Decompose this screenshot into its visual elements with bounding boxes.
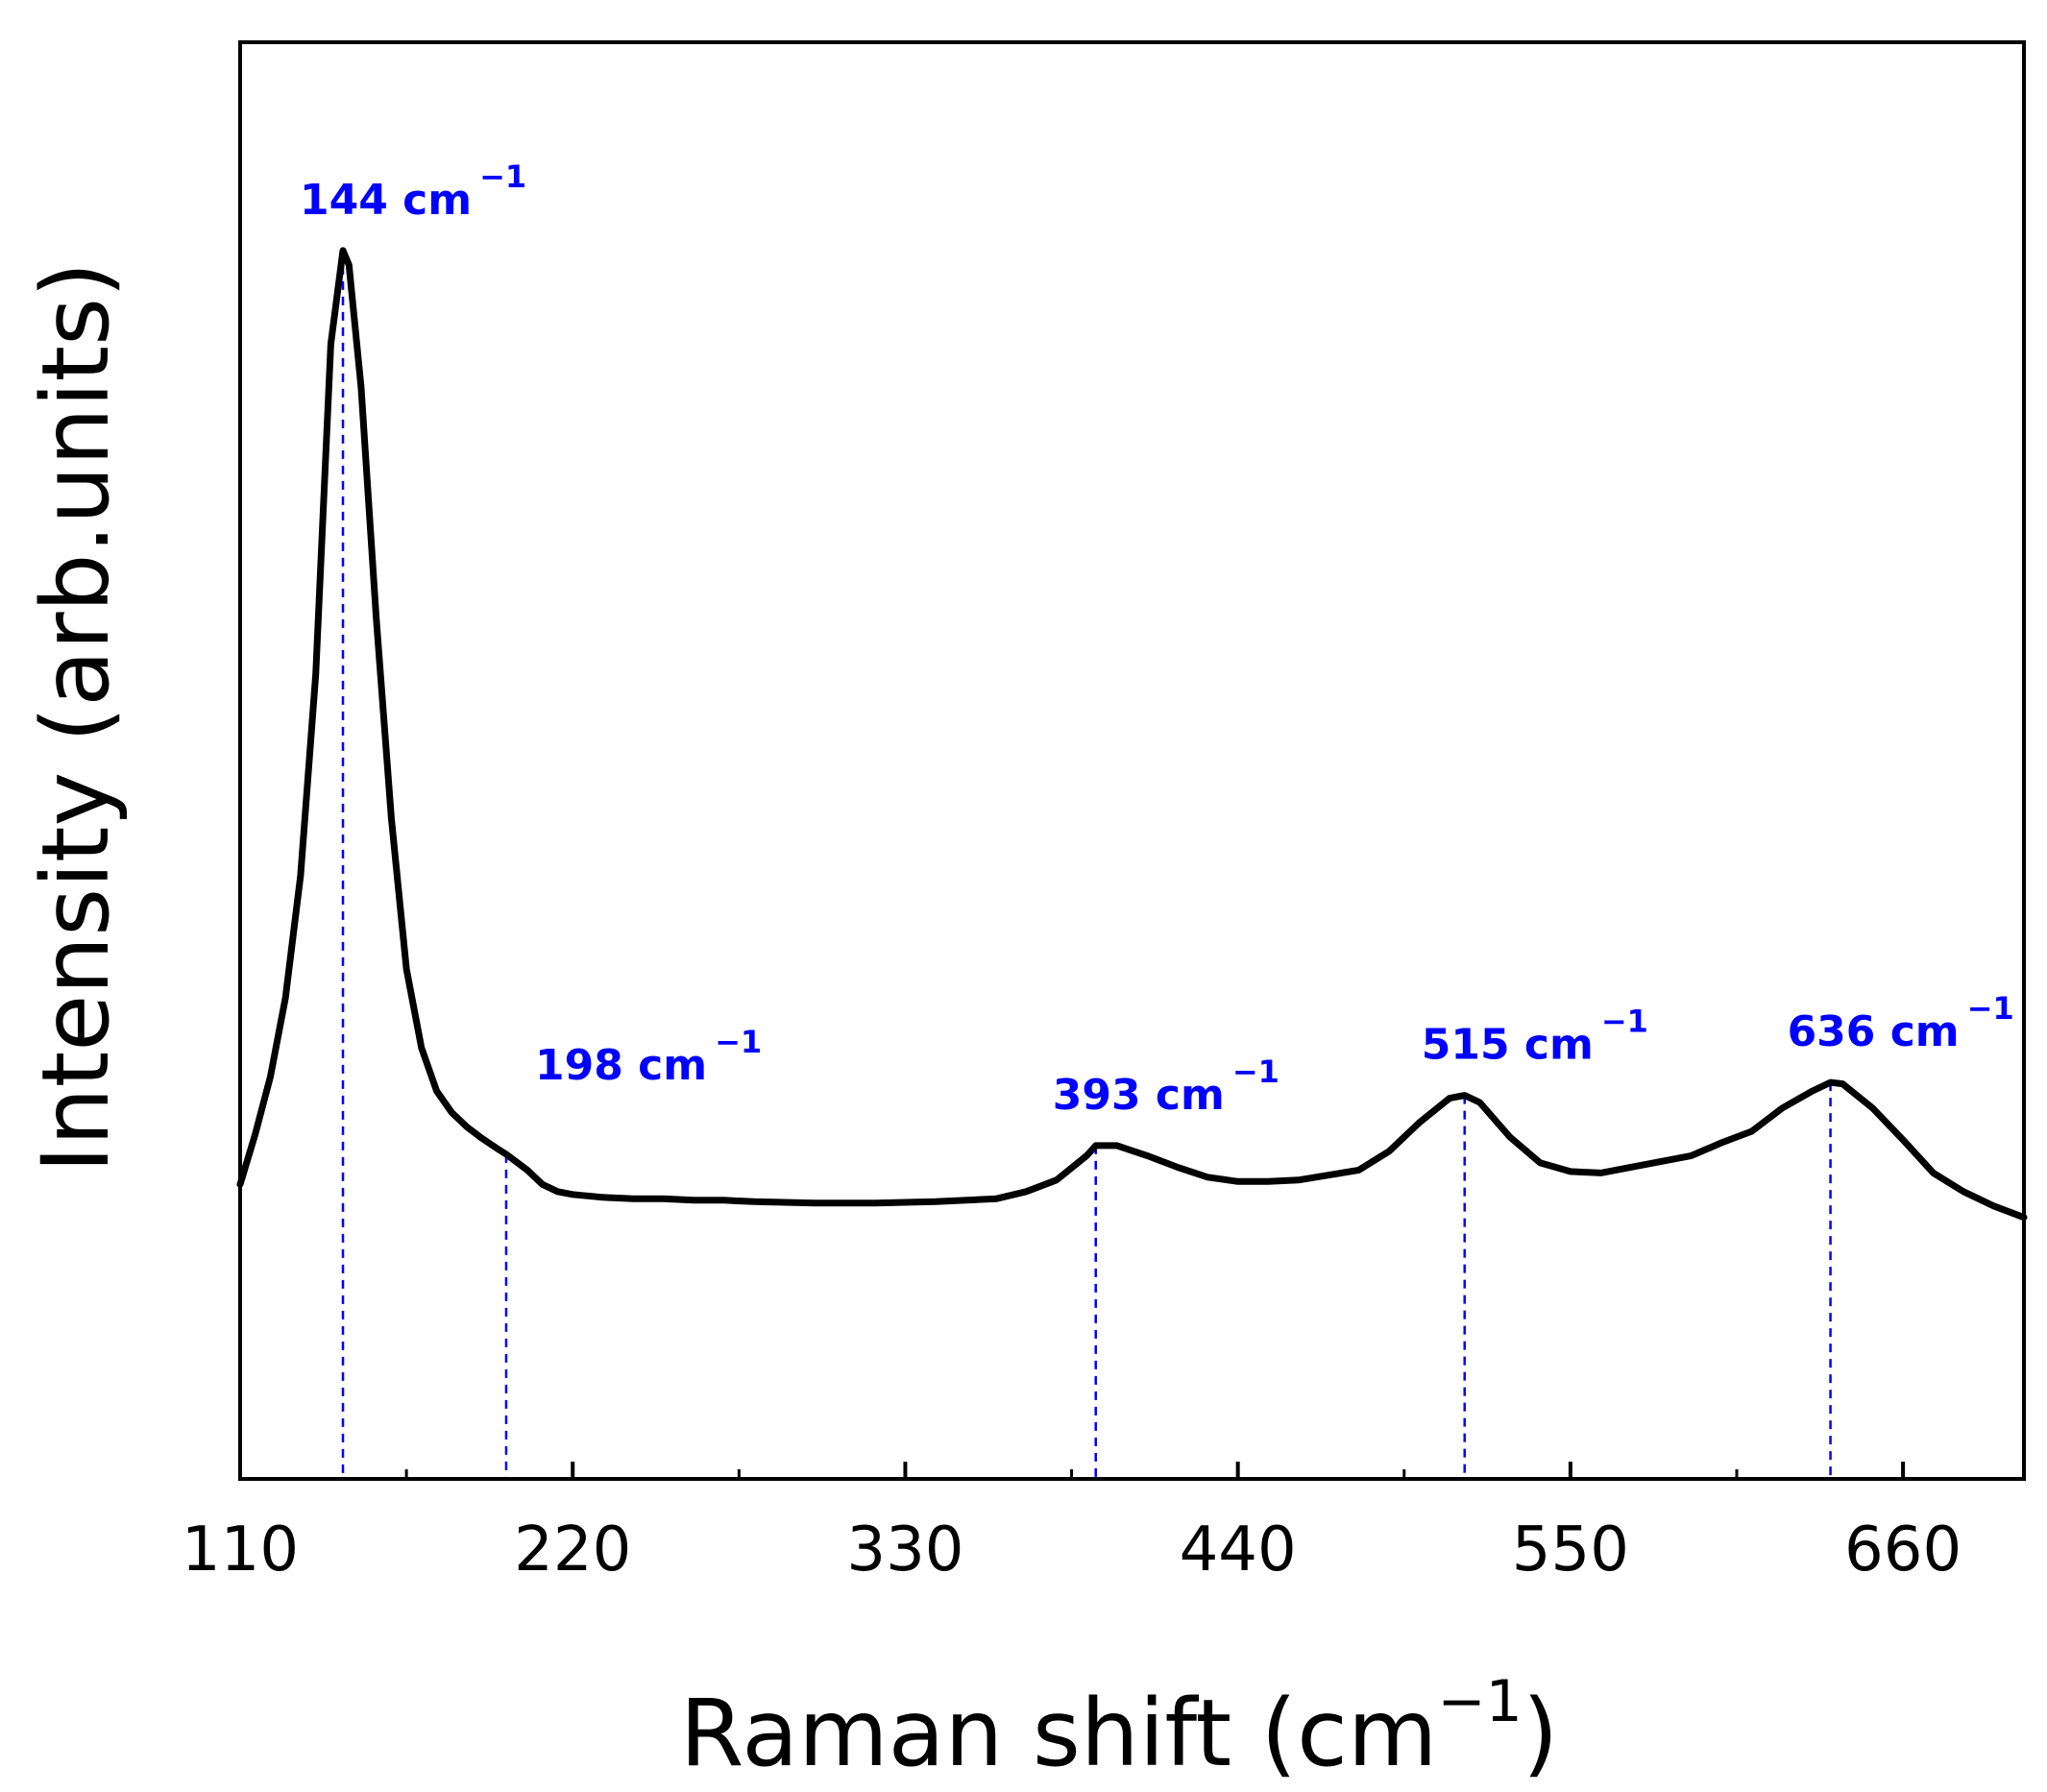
peak-label: 393 cm −1 <box>1053 1053 1279 1120</box>
x-axis-ticks: 110 220 330 440 550 660 <box>182 1462 1962 1586</box>
x-tick-label: 220 <box>514 1514 631 1586</box>
x-axis-title: Raman shift (cm−1) <box>680 1668 1559 1787</box>
series-layer <box>236 247 2028 1222</box>
x-tick-label: 440 <box>1180 1514 1297 1586</box>
peak-label: 515 cm −1 <box>1422 1004 1648 1070</box>
peak-marker-lines <box>341 250 1832 1479</box>
peak-labels: 144 cm −1 198 cm −1 393 cm −1 515 cm −1 636 cm −1 <box>300 158 2014 1120</box>
y-axis-title: Intensity (arb.units) <box>22 261 130 1173</box>
peak-label: 636 cm −1 <box>1788 990 2014 1056</box>
x-tick-label: 550 <box>1512 1514 1629 1586</box>
x-tick-label: 330 <box>846 1514 963 1586</box>
x-tick-label: 110 <box>182 1514 299 1586</box>
spectrum-line <box>236 247 2028 1222</box>
plot-frame <box>238 40 2026 1481</box>
peak-label: 198 cm −1 <box>535 1024 762 1090</box>
peak-label: 144 cm −1 <box>300 158 526 225</box>
x-tick-label: 660 <box>1844 1514 1962 1586</box>
